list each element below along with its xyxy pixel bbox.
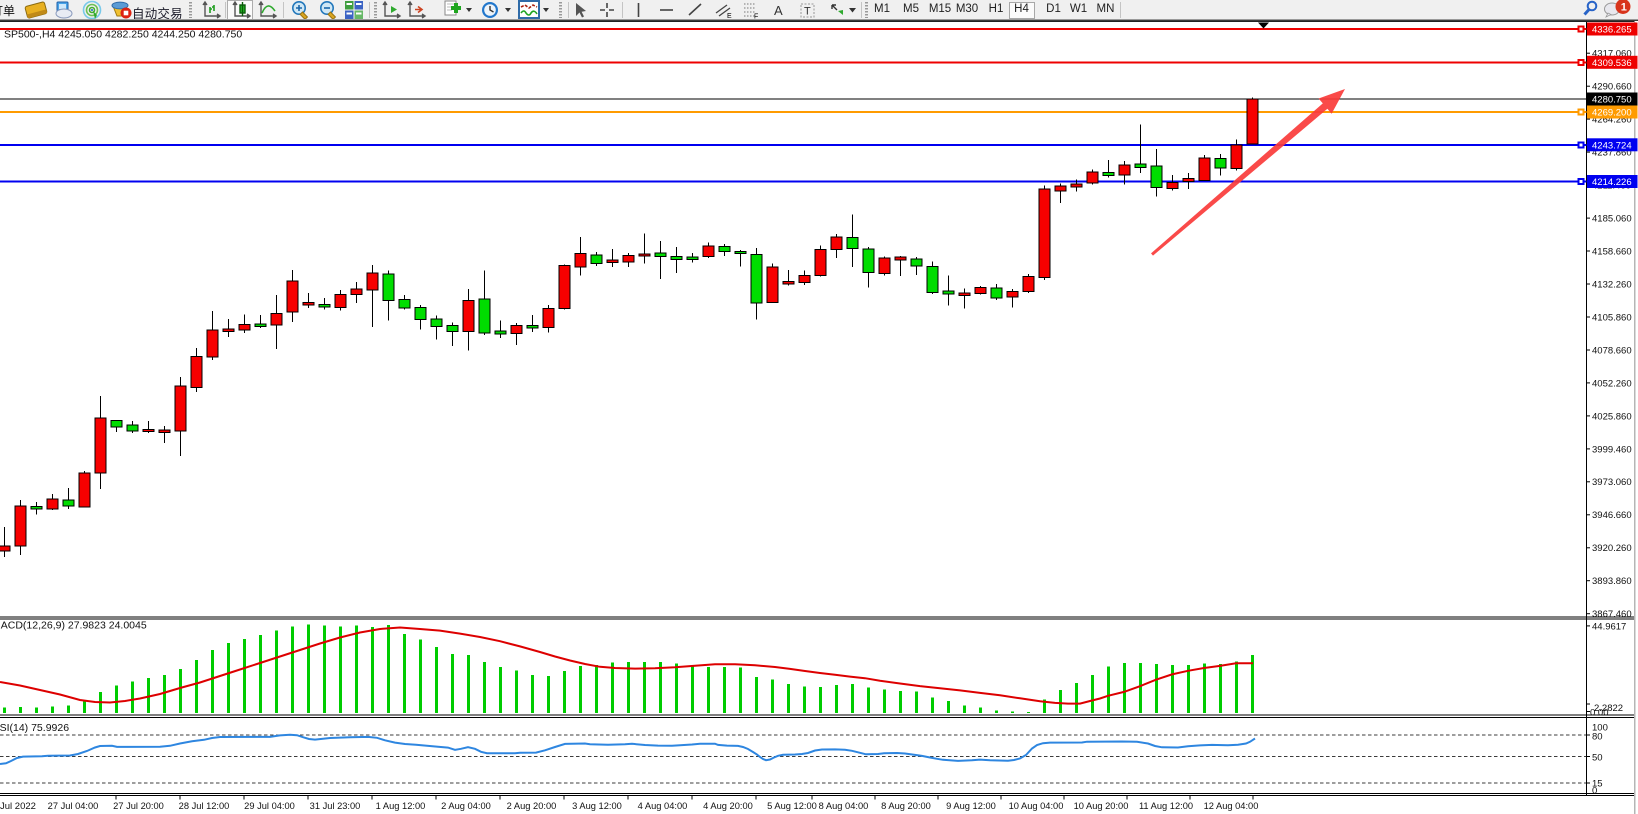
svg-text:31 Jul 23:00: 31 Jul 23:00	[310, 801, 361, 811]
svg-text:15: 15	[1592, 779, 1603, 790]
svg-text:T: T	[804, 6, 811, 18]
svg-text:Jul 2022: Jul 2022	[0, 801, 36, 812]
svg-text:3867.460: 3867.460	[1592, 609, 1632, 620]
svg-text:4025.860: 4025.860	[1592, 411, 1632, 422]
svg-text:4237.860: 4237.860	[1592, 148, 1632, 159]
svg-text:10 Aug 20:00: 10 Aug 20:00	[1074, 801, 1129, 811]
svg-text:50: 50	[1592, 753, 1603, 764]
svg-text:3946.660: 3946.660	[1592, 510, 1632, 521]
svg-text:4078.660: 4078.660	[1592, 345, 1632, 356]
svg-text:3973.060: 3973.060	[1592, 477, 1632, 488]
svg-text:0.00: 0.00	[1590, 708, 1609, 719]
svg-text:F: F	[754, 14, 758, 21]
svg-text:3920.260: 3920.260	[1592, 543, 1632, 554]
svg-text:100: 100	[1592, 723, 1608, 734]
svg-text:3 Aug 12:00: 3 Aug 12:00	[572, 801, 622, 811]
svg-text:1: 1	[1621, 2, 1627, 14]
svg-text:0: 0	[1592, 786, 1597, 797]
svg-text:9 Aug 12:00: 9 Aug 12:00	[946, 801, 996, 811]
svg-text:4214.226: 4214.226	[1592, 177, 1632, 188]
svg-text:4336.265: 4336.265	[1592, 25, 1632, 36]
svg-text:5 Aug 12:00: 5 Aug 12:00	[767, 801, 817, 811]
svg-text:28 Jul 12:00: 28 Jul 12:00	[179, 801, 230, 811]
svg-text:4269.200: 4269.200	[1592, 108, 1632, 119]
svg-text:E: E	[727, 13, 732, 20]
svg-text:27 Jul 04:00: 27 Jul 04:00	[48, 801, 99, 811]
svg-text:4 Aug 04:00: 4 Aug 04:00	[638, 801, 688, 811]
svg-text:RSI(14) 75.9926: RSI(14) 75.9926	[0, 722, 69, 734]
svg-text:29 Jul 04:00: 29 Jul 04:00	[244, 801, 295, 811]
svg-text:4317.060: 4317.060	[1592, 49, 1632, 60]
svg-text:1 Aug 12:00: 1 Aug 12:00	[376, 801, 426, 811]
svg-text:4158.660: 4158.660	[1592, 246, 1632, 257]
svg-text:4185.060: 4185.060	[1592, 214, 1632, 225]
svg-text:3893.860: 3893.860	[1592, 576, 1632, 587]
svg-text:4290.660: 4290.660	[1592, 82, 1632, 93]
svg-text:4243.724: 4243.724	[1592, 140, 1632, 151]
svg-text:2 Aug 20:00: 2 Aug 20:00	[507, 801, 557, 811]
svg-text:A: A	[774, 3, 783, 18]
svg-text:8 Aug 20:00: 8 Aug 20:00	[881, 801, 931, 811]
svg-text:SP500-,H4 4245.050 4282.250 4: SP500-,H4 4245.050 4282.250 4244.250 428…	[4, 29, 242, 41]
svg-text:27 Jul 20:00: 27 Jul 20:00	[113, 801, 164, 811]
svg-text:MACD(12,26,9) 27.9823 24.0045: MACD(12,26,9) 27.9823 24.0045	[0, 620, 147, 632]
svg-text:4264.260: 4264.260	[1592, 115, 1632, 126]
svg-text:4052.260: 4052.260	[1592, 378, 1632, 389]
svg-text:11 Aug 12:00: 11 Aug 12:00	[1139, 801, 1193, 811]
svg-text:4309.536: 4309.536	[1592, 58, 1632, 69]
svg-text:3999.460: 3999.460	[1592, 444, 1632, 455]
svg-text:4105.860: 4105.860	[1592, 312, 1632, 323]
svg-text:44.9617: 44.9617	[1592, 621, 1626, 632]
svg-text:4 Aug 20:00: 4 Aug 20:00	[703, 801, 753, 811]
svg-text:2.2822: 2.2822	[1594, 703, 1623, 714]
svg-text:12 Aug 04:00: 12 Aug 04:00	[1204, 801, 1259, 811]
svg-text:4280.750: 4280.750	[1592, 95, 1632, 106]
svg-text:2 Aug 04:00: 2 Aug 04:00	[441, 801, 491, 811]
svg-text:4132.260: 4132.260	[1592, 279, 1632, 290]
svg-text:80: 80	[1592, 732, 1603, 743]
svg-text:10 Aug 04:00: 10 Aug 04:00	[1009, 801, 1064, 811]
svg-text:8 Aug 04:00: 8 Aug 04:00	[819, 801, 869, 811]
